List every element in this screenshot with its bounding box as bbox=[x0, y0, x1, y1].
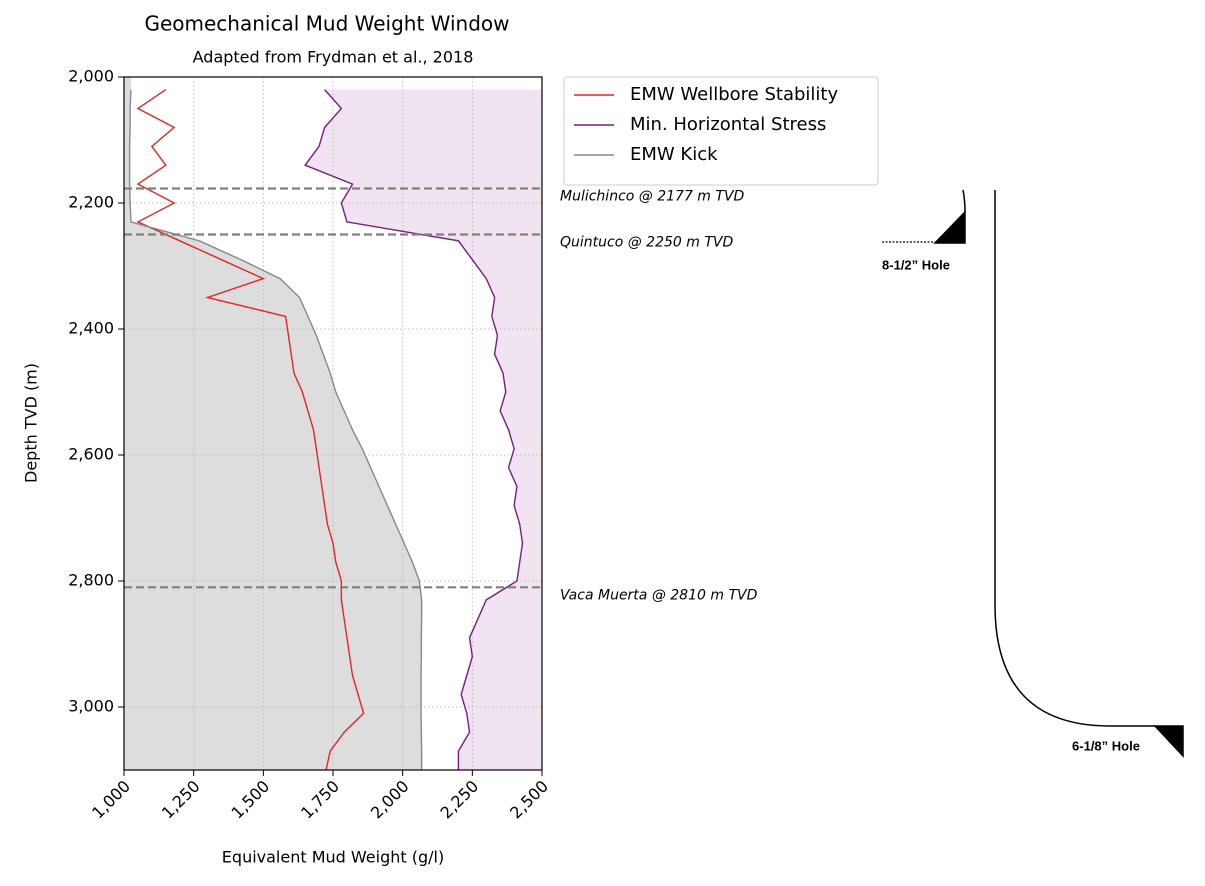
hole-label: 8-1/2” Hole bbox=[882, 257, 950, 272]
y-axis-label: Depth TVD (m) bbox=[22, 363, 41, 483]
hole-label: 6-1/8” Hole bbox=[1072, 738, 1140, 753]
formation-label: Quintuco @ 2250 m TVD bbox=[560, 235, 733, 251]
formation-label: Vaca Muerta @ 2810 m TVD bbox=[560, 587, 758, 603]
series-line bbox=[136, 89, 365, 771]
y-tick-label: 2,600 bbox=[68, 445, 114, 464]
x-tick-label: 1,000 bbox=[88, 777, 134, 823]
chart-title: Geomechanical Mud Weight Window bbox=[144, 12, 509, 36]
x-tick-label: 2,250 bbox=[437, 777, 483, 823]
plot-frame bbox=[123, 76, 543, 771]
legend-label: Min. Horizontal Stress bbox=[630, 114, 826, 135]
area-fill bbox=[124, 77, 422, 770]
y-tick-label: 2,000 bbox=[68, 67, 114, 86]
legend-box bbox=[563, 76, 879, 186]
legend-label: EMW Wellbore Stability bbox=[630, 84, 838, 105]
y-tick-label: 2,800 bbox=[68, 571, 114, 590]
x-axis-label: Equivalent Mud Weight (g/l) bbox=[222, 848, 444, 867]
formation-label: Mulichinco @ 2177 m TVD bbox=[560, 189, 745, 205]
series-line bbox=[128, 89, 423, 770]
area-fill bbox=[305, 89, 542, 771]
x-tick-label: 2,500 bbox=[506, 777, 552, 823]
chart-subtitle: Adapted from Frydman et al., 2018 bbox=[193, 48, 474, 67]
well-schematic bbox=[882, 189, 1184, 758]
x-tick-label: 2,000 bbox=[367, 777, 413, 823]
y-tick-label: 2,200 bbox=[68, 193, 114, 212]
casing bbox=[962, 189, 966, 213]
y-tick-label: 3,000 bbox=[68, 697, 114, 716]
casing-shoe bbox=[933, 210, 966, 244]
x-tick-label: 1,250 bbox=[158, 777, 204, 823]
legend-label: EMW Kick bbox=[630, 144, 718, 165]
x-tick-label: 1,750 bbox=[297, 777, 343, 823]
x-tick-label: 1,500 bbox=[228, 777, 274, 823]
series-line bbox=[304, 89, 524, 770]
fills bbox=[124, 77, 542, 771]
y-tick-label: 2,400 bbox=[68, 319, 114, 338]
hole-path bbox=[994, 190, 1155, 727]
hole-end bbox=[1153, 725, 1184, 758]
